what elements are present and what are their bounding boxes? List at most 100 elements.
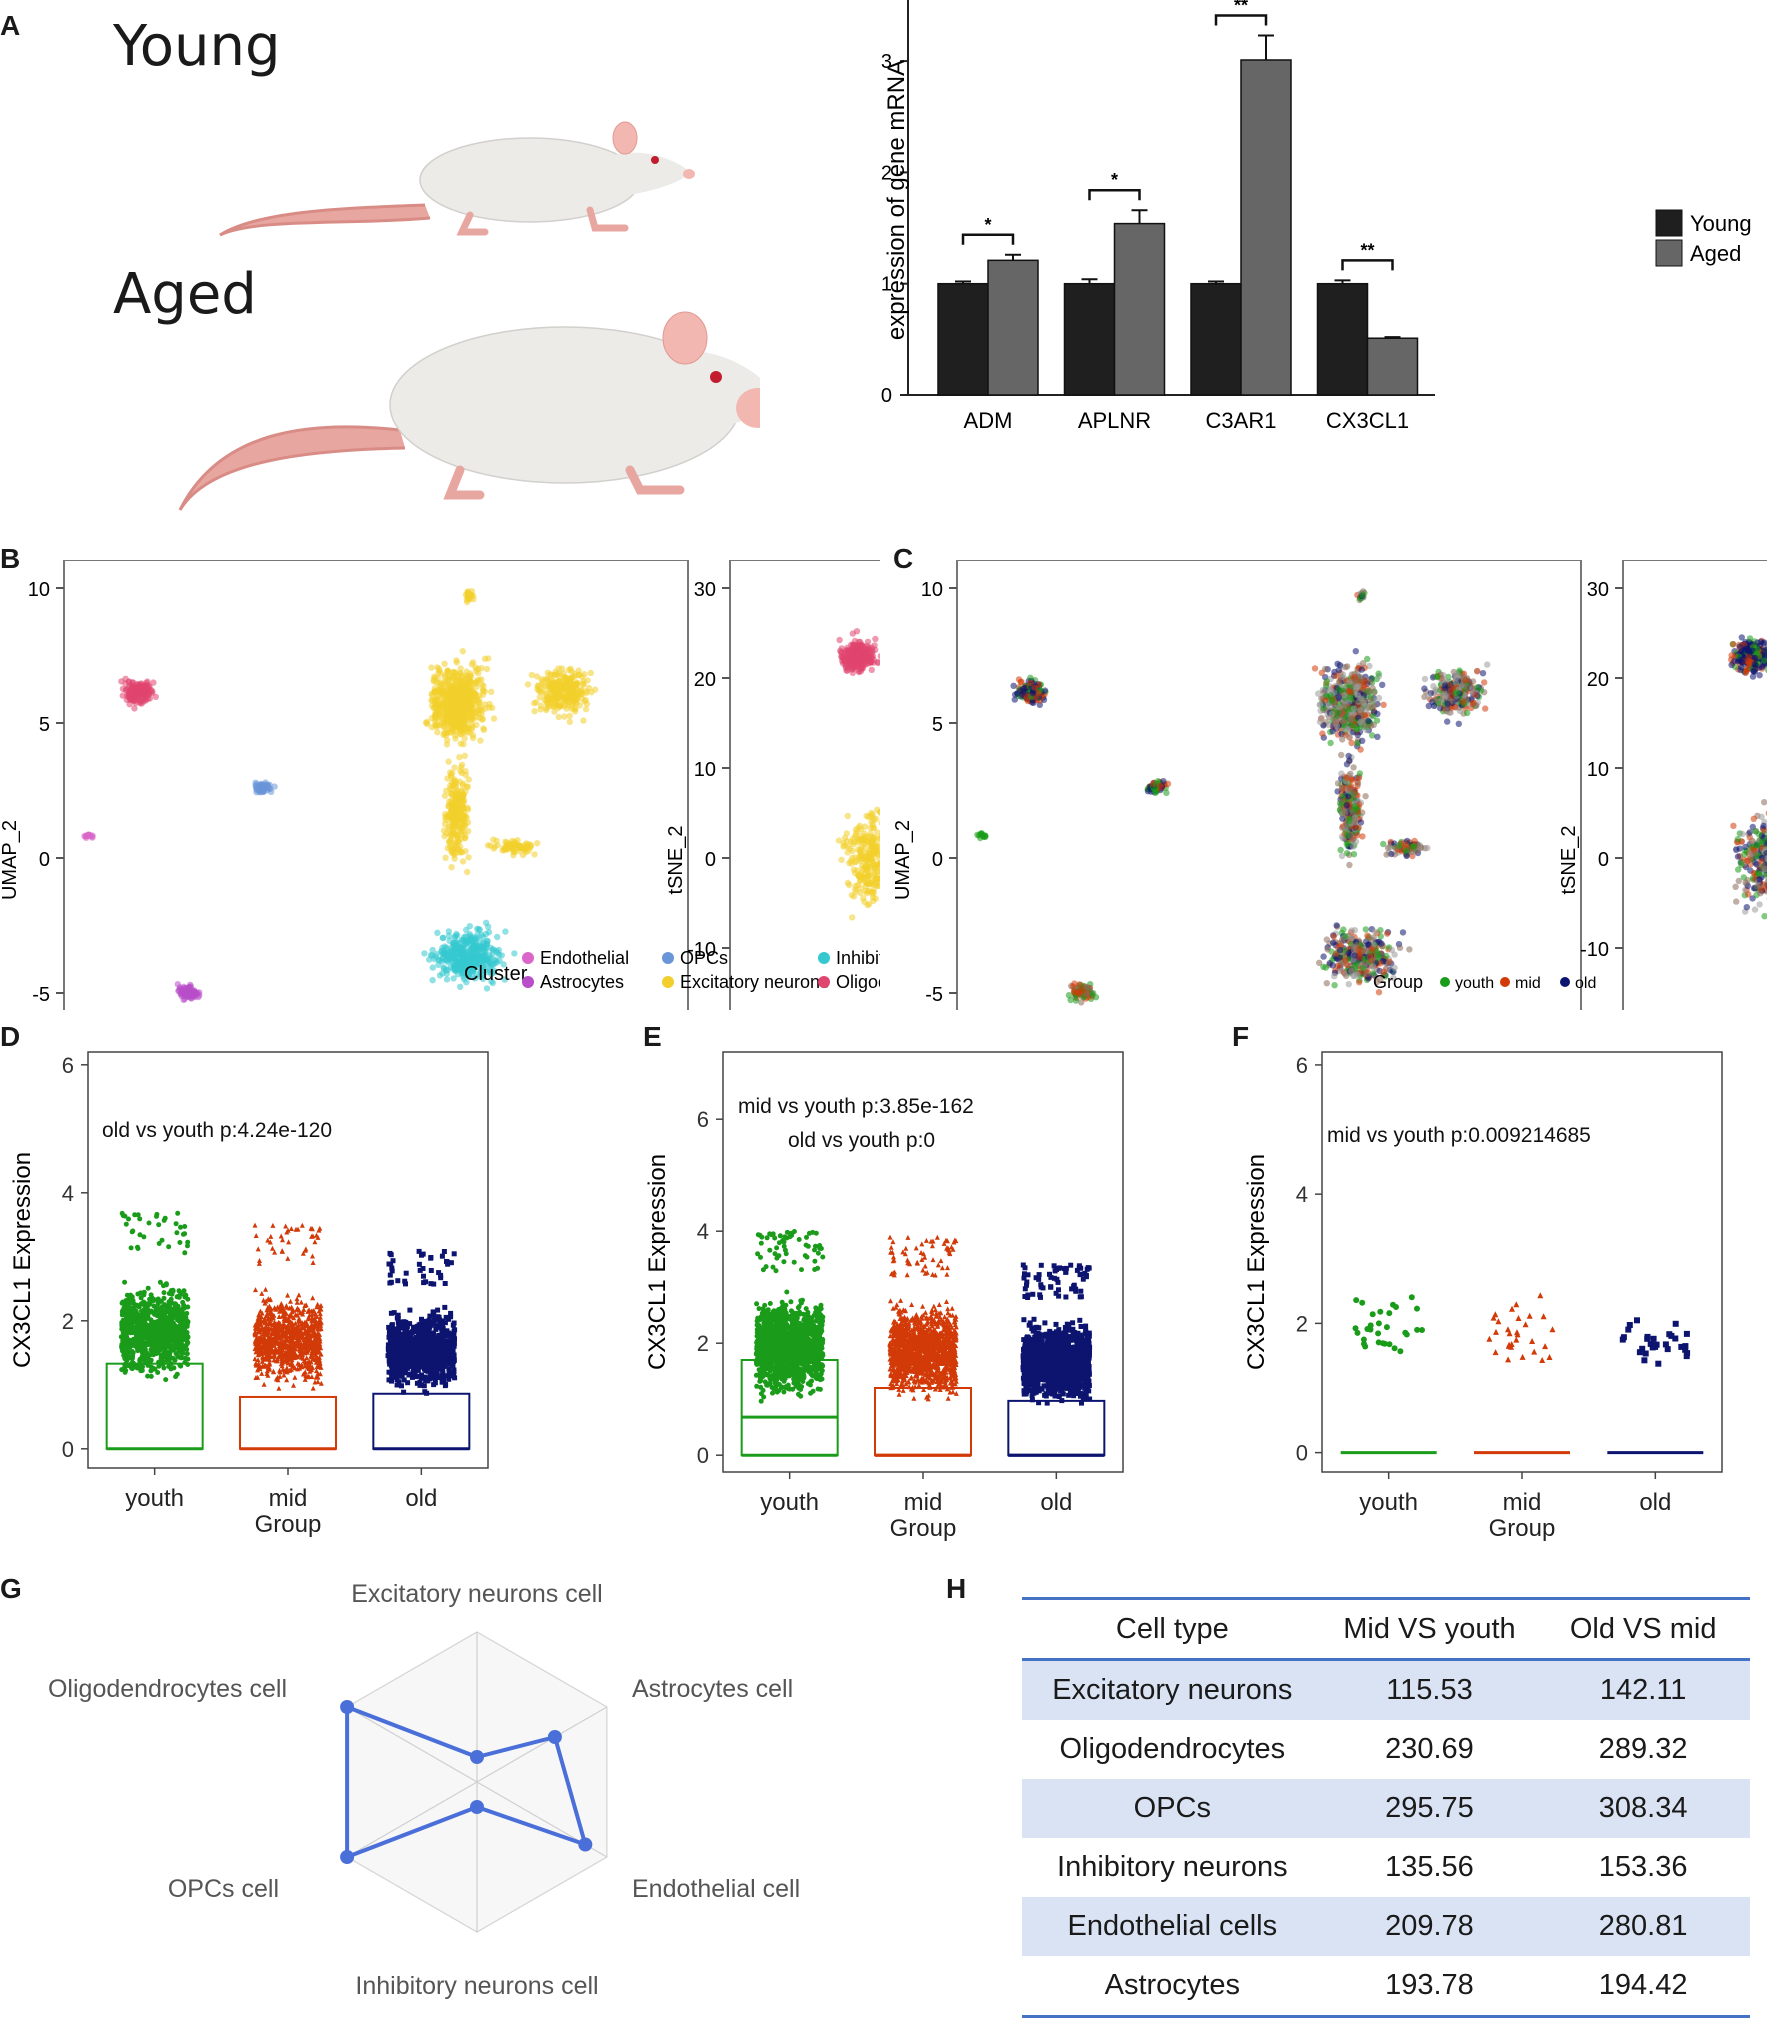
data-point [432, 700, 438, 706]
data-point [491, 715, 497, 721]
data-point [531, 708, 537, 714]
data-point [854, 628, 860, 634]
data-point [468, 679, 474, 685]
data-point [452, 844, 458, 850]
data-point [1076, 981, 1082, 987]
data-point [478, 711, 484, 717]
data-point [856, 669, 862, 675]
data-point [872, 876, 878, 882]
bar-aged-cx3cl1 [1368, 338, 1418, 395]
data-point [862, 840, 868, 846]
legend-label: Aged [1690, 241, 1741, 266]
data-point [858, 648, 864, 654]
data-point [447, 769, 453, 775]
data-point [444, 775, 450, 781]
legend-swatch [1656, 240, 1682, 266]
data-point [457, 709, 463, 715]
data-point [441, 661, 447, 667]
x-tick-label: ADM [964, 408, 1013, 433]
data-point [461, 821, 467, 827]
data-point [450, 975, 456, 981]
significance-bracket [1090, 190, 1140, 200]
data-point [1338, 752, 1344, 758]
data-point [453, 784, 459, 790]
data-point [130, 689, 136, 695]
data-point [196, 989, 202, 995]
data-point [860, 895, 866, 901]
data-point [561, 713, 567, 719]
y-tick-label: 10 [921, 579, 943, 601]
data-point [499, 952, 505, 958]
data-point [442, 728, 448, 734]
data-point [456, 754, 462, 760]
data-point [840, 840, 846, 846]
data-point [1312, 665, 1318, 671]
bar-young-adm [938, 284, 988, 395]
data-point [477, 927, 483, 933]
legend-dot [522, 976, 534, 988]
data-point [452, 964, 458, 970]
y-axis-label: tSNE_2 [665, 826, 687, 895]
aged-rat-ear [663, 312, 707, 364]
data-point [457, 984, 463, 990]
data-point [481, 947, 487, 953]
data-point [836, 637, 842, 643]
data-point [460, 782, 466, 788]
data-point [856, 854, 862, 860]
data-point [865, 814, 871, 820]
y-tick-label: 30 [694, 579, 716, 601]
significance-marker: ** [1234, 0, 1248, 16]
data-point [567, 719, 573, 725]
data-point [468, 673, 474, 679]
data-point [865, 873, 871, 879]
young-rat-head [600, 153, 690, 198]
data-point [469, 707, 475, 713]
data-point [481, 727, 487, 733]
data-point [484, 666, 490, 672]
data-point [177, 985, 183, 991]
data-point [463, 941, 469, 947]
bar-aged-c3ar1 [1241, 60, 1291, 395]
data-point [436, 668, 442, 674]
data-point [856, 838, 862, 844]
data-point [512, 841, 518, 847]
data-point [130, 679, 136, 685]
data-point [584, 677, 590, 683]
data-point [871, 835, 877, 841]
aged-rat-tail [180, 427, 405, 510]
x-tick-label: C3AR1 [1206, 408, 1277, 433]
data-point [1379, 682, 1385, 688]
data-point [484, 985, 490, 991]
data-point [845, 813, 851, 819]
data-point [851, 866, 857, 872]
y-tick-label: -5 [925, 984, 943, 1006]
significance-bracket [1343, 260, 1393, 270]
data-point [1374, 734, 1380, 740]
bar-young-c3ar1 [1191, 284, 1241, 395]
data-point [137, 686, 143, 692]
data-point [848, 858, 854, 864]
data-point [441, 964, 447, 970]
data-point [188, 983, 194, 989]
data-point [483, 941, 489, 947]
data-point [868, 856, 874, 862]
data-point [580, 717, 586, 723]
data-point [271, 783, 277, 789]
data-point [523, 849, 529, 855]
data-point [504, 843, 510, 849]
y-tick-label: 0 [39, 849, 50, 871]
data-point [451, 764, 457, 770]
legend-label: Astrocytes [540, 972, 624, 992]
data-point [441, 827, 447, 833]
significance-marker: ** [1360, 240, 1374, 260]
data-point [849, 892, 855, 898]
data-point [118, 678, 124, 684]
data-point [583, 706, 589, 712]
x-tick-label: CX3CL1 [1326, 408, 1409, 433]
data-point [848, 658, 854, 664]
data-point [552, 668, 558, 674]
young-rat-eye [651, 156, 659, 164]
data-point [489, 946, 495, 952]
data-point [149, 690, 155, 696]
young-rat-illustration [200, 110, 700, 250]
